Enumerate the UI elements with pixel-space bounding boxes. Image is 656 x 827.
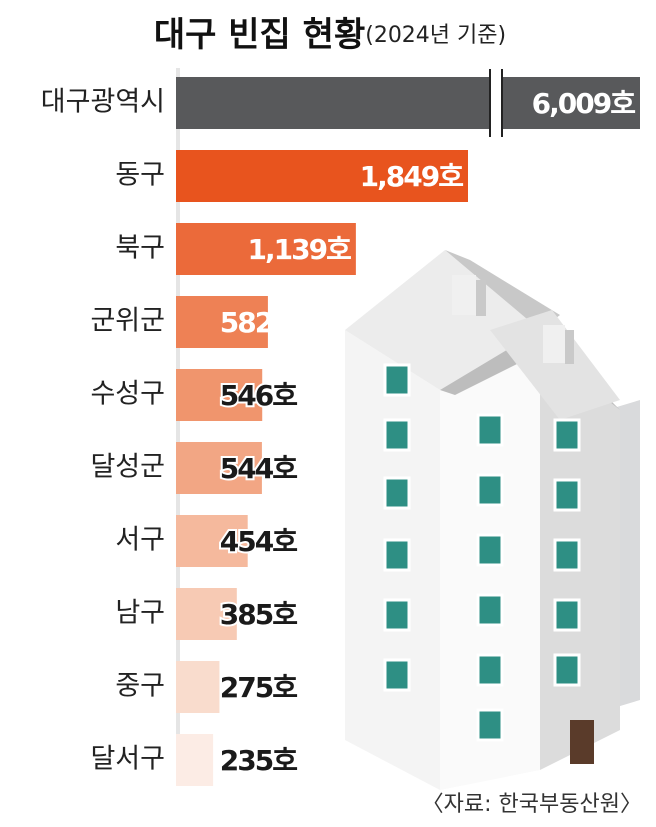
bar: [176, 150, 468, 202]
category-label: 군위군: [90, 306, 165, 337]
bar: [176, 661, 220, 713]
category-label: 대구광역시: [41, 87, 165, 118]
axis-break: [490, 69, 502, 137]
value-label: 275호: [220, 671, 297, 704]
bar: [176, 296, 268, 348]
value-label: 6,009호: [532, 87, 636, 120]
value-label: 454호: [220, 525, 297, 558]
building-illustration: [345, 250, 640, 790]
axis-line: [176, 68, 180, 780]
value-label: 385호: [220, 598, 297, 631]
category-label: 동구: [115, 160, 165, 191]
chart-subtitle: (2024년 기준): [365, 23, 506, 48]
value-label: 235호: [220, 744, 297, 777]
bar: [176, 223, 356, 275]
value-label: 544호: [220, 452, 297, 485]
category-label: 달성군: [90, 452, 165, 483]
bar: [176, 734, 214, 786]
category-label: 중구: [115, 671, 165, 702]
value-label: 582호: [220, 306, 297, 339]
category-label: 남구: [115, 598, 165, 629]
category-label: 달서구: [90, 744, 165, 775]
bar: [176, 77, 640, 129]
value-label: 546호: [220, 379, 297, 412]
category-label: 서구: [115, 525, 165, 556]
category-label: 수성구: [90, 379, 165, 410]
category-label: 북구: [115, 233, 165, 264]
bar: [176, 442, 262, 494]
chart-heading: 대구 빈집 현황(2024년 기준): [154, 15, 506, 55]
chart-title: 대구 빈집 현황: [154, 15, 365, 55]
value-label: 1,139호: [248, 233, 352, 266]
source-note: 〈자료: 한국부동산원〉: [422, 792, 642, 817]
value-label: 1,849호: [360, 160, 464, 193]
bar: [176, 369, 263, 421]
bar: [176, 515, 248, 567]
bar: [176, 588, 237, 640]
